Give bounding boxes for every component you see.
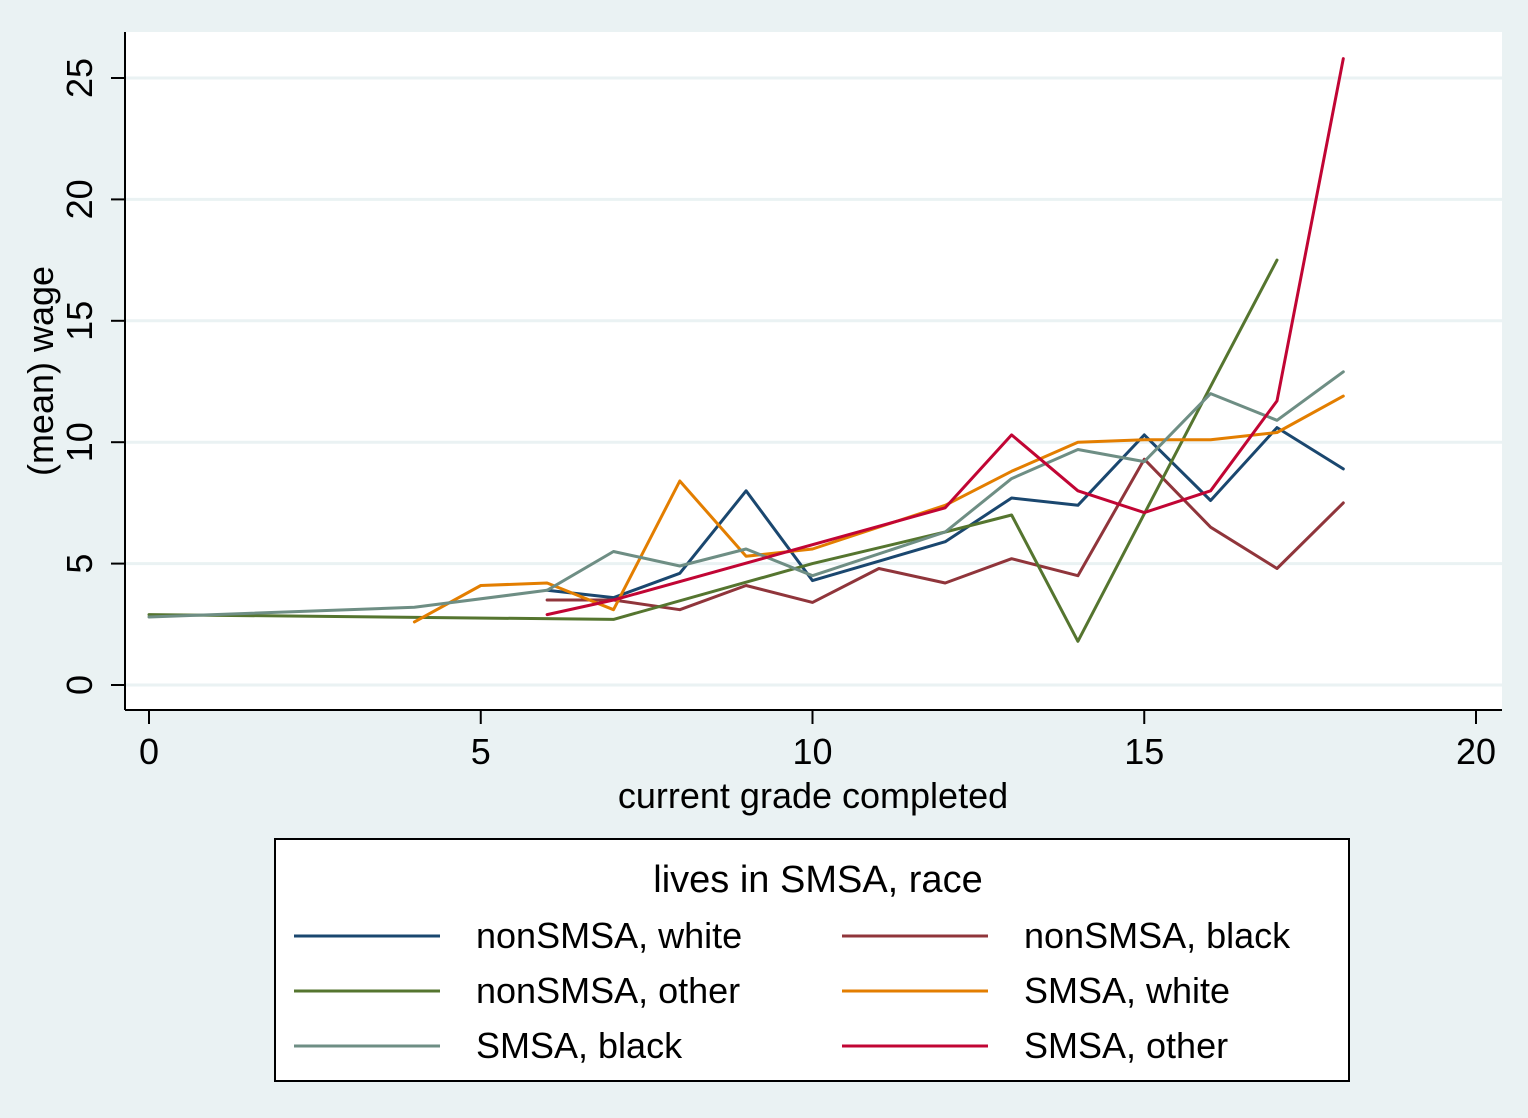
legend: lives in SMSA, race nonSMSA, white nonSMS… (274, 838, 1350, 1082)
x-axis-title: current grade completed (618, 775, 1008, 816)
y-tick-label: 10 (59, 422, 100, 462)
y-tick-label: 15 (59, 301, 100, 341)
x-tick-label: 15 (1124, 731, 1164, 772)
series-line-5 (147, 370, 1345, 619)
y-tick-label: 25 (59, 58, 100, 98)
x-tick-label: 20 (1456, 731, 1496, 772)
x-axis-ticks: 0 5 10 15 20 (139, 710, 1496, 772)
legend-label: SMSA, other (1024, 1025, 1228, 1066)
legend-label: nonSMSA, other (476, 970, 740, 1011)
plot-area (125, 32, 1502, 710)
legend-title: lives in SMSA, race (653, 859, 982, 901)
x-tick-label: 5 (471, 731, 491, 772)
series-line-6 (545, 57, 1345, 617)
legend-label: nonSMSA, white (476, 915, 742, 956)
legend-items: nonSMSA, white nonSMSA, black nonSMSA, oth… (294, 915, 1291, 1066)
legend-label: SMSA, white (1024, 970, 1230, 1011)
series-line-2 (545, 457, 1345, 612)
series-line-1 (545, 426, 1345, 600)
series-lines (147, 57, 1345, 643)
legend-box (274, 838, 1350, 1082)
y-axis-title: (mean) wage (20, 266, 61, 476)
y-tick-label: 5 (59, 554, 100, 574)
y-tick-label: 0 (59, 675, 100, 695)
y-axis-ticks: 0 5 10 15 20 25 (59, 58, 125, 695)
legend-label: SMSA, black (476, 1025, 683, 1066)
legend-label: nonSMSA, black (1024, 915, 1291, 956)
x-tick-label: 10 (792, 731, 832, 772)
y-tick-label: 20 (59, 179, 100, 219)
x-tick-label: 0 (139, 731, 159, 772)
gridlines (125, 76, 1502, 687)
series-line-3 (147, 258, 1279, 643)
